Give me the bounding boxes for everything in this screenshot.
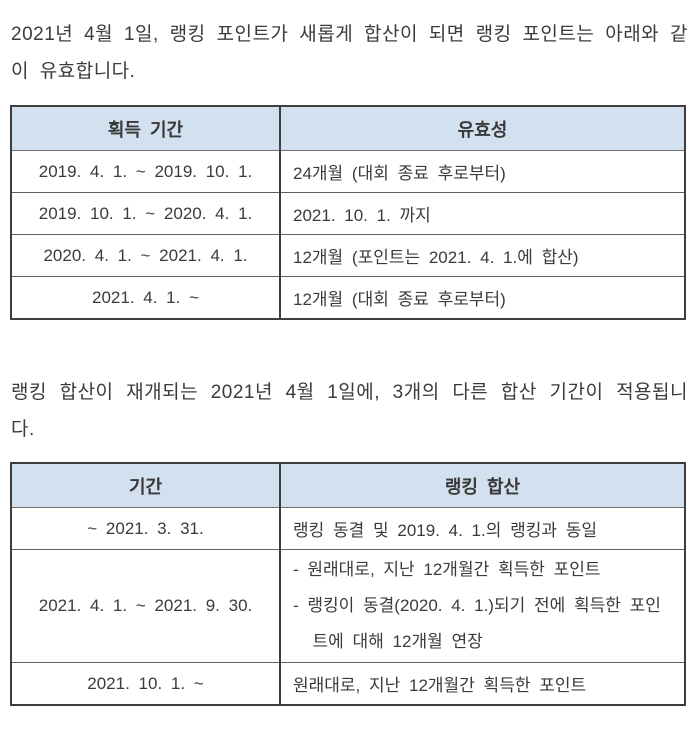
column-header-ranking-aggregation: 랭킹 합산 — [279, 462, 686, 508]
column-header-period: 기간 — [10, 462, 281, 508]
validity-table-header-row: 획득 기간 유효성 — [10, 105, 686, 151]
aggregation-cell: - 원래대로, 지난 12개월간 획득한 포인트 - 랭킹이 동결(2020. … — [279, 549, 686, 663]
table-row: 2020. 4. 1. ~ 2021. 4. 1. 12개월 (포인트는 202… — [10, 234, 686, 277]
period-cell: 2020. 4. 1. ~ 2021. 4. 1. — [10, 234, 281, 277]
period-cell: 2019. 4. 1. ~ 2019. 10. 1. — [10, 150, 281, 193]
validity-cell: 2021. 10. 1. 까지 — [279, 192, 686, 235]
period-cell: 2021. 4. 1. ~ 2021. 9. 30. — [10, 549, 281, 663]
table-row: ~ 2021. 3. 31. 랭킹 동결 및 2019. 4. 1.의 랭킹과 … — [10, 507, 686, 550]
period-cell: 2019. 10. 1. ~ 2020. 4. 1. — [10, 192, 281, 235]
intro-paragraph-1: 2021년 4월 1일, 랭킹 포인트가 새롭게 합산이 되면 랭킹 포인트는 … — [11, 24, 688, 82]
period-cell: ~ 2021. 3. 31. — [10, 507, 281, 550]
aggregation-table-header-row: 기간 랭킹 합산 — [10, 462, 686, 508]
aggregation-list-item: - 원래대로, 지난 12개월간 획득한 포인트 — [293, 560, 601, 579]
validity-table: 획득 기간 유효성 2019. 4. 1. ~ 2019. 10. 1. 24개… — [10, 105, 686, 320]
column-header-validity: 유효성 — [279, 105, 686, 151]
table-row: 2019. 4. 1. ~ 2019. 10. 1. 24개월 (대회 종료 후… — [10, 150, 686, 193]
aggregation-cell: 랭킹 동결 및 2019. 4. 1.의 랭킹과 동일 — [279, 507, 686, 550]
ranking-aggregation-table: 기간 랭킹 합산 ~ 2021. 3. 31. 랭킹 동결 및 2019. 4.… — [10, 462, 686, 706]
validity-cell: 24개월 (대회 종료 후로부터) — [279, 150, 686, 193]
column-header-acquisition-period: 획득 기간 — [10, 105, 281, 151]
table-row: 2019. 10. 1. ~ 2020. 4. 1. 2021. 10. 1. … — [10, 192, 686, 235]
aggregation-list-item: - 랭킹이 동결(2020. 4. 1.)되기 전에 획득한 포인트에 대해 1… — [293, 596, 661, 651]
validity-cell: 12개월 (대회 종료 후로부터) — [279, 276, 686, 320]
table-row: 2021. 4. 1. ~ 12개월 (대회 종료 후로부터) — [10, 276, 686, 320]
intro-paragraph-2: 랭킹 합산이 재개되는 2021년 4월 1일에, 3개의 다른 합산 기간이 … — [11, 382, 688, 440]
period-cell: 2021. 4. 1. ~ — [10, 276, 281, 320]
period-cell: 2021. 10. 1. ~ — [10, 662, 281, 706]
table-row: 2021. 4. 1. ~ 2021. 9. 30. - 원래대로, 지난 12… — [10, 549, 686, 663]
validity-cell: 12개월 (포인트는 2021. 4. 1.에 합산) — [279, 234, 686, 277]
table-row: 2021. 10. 1. ~ 원래대로, 지난 12개월간 획득한 포인트 — [10, 662, 686, 706]
aggregation-cell: 원래대로, 지난 12개월간 획득한 포인트 — [279, 662, 686, 706]
